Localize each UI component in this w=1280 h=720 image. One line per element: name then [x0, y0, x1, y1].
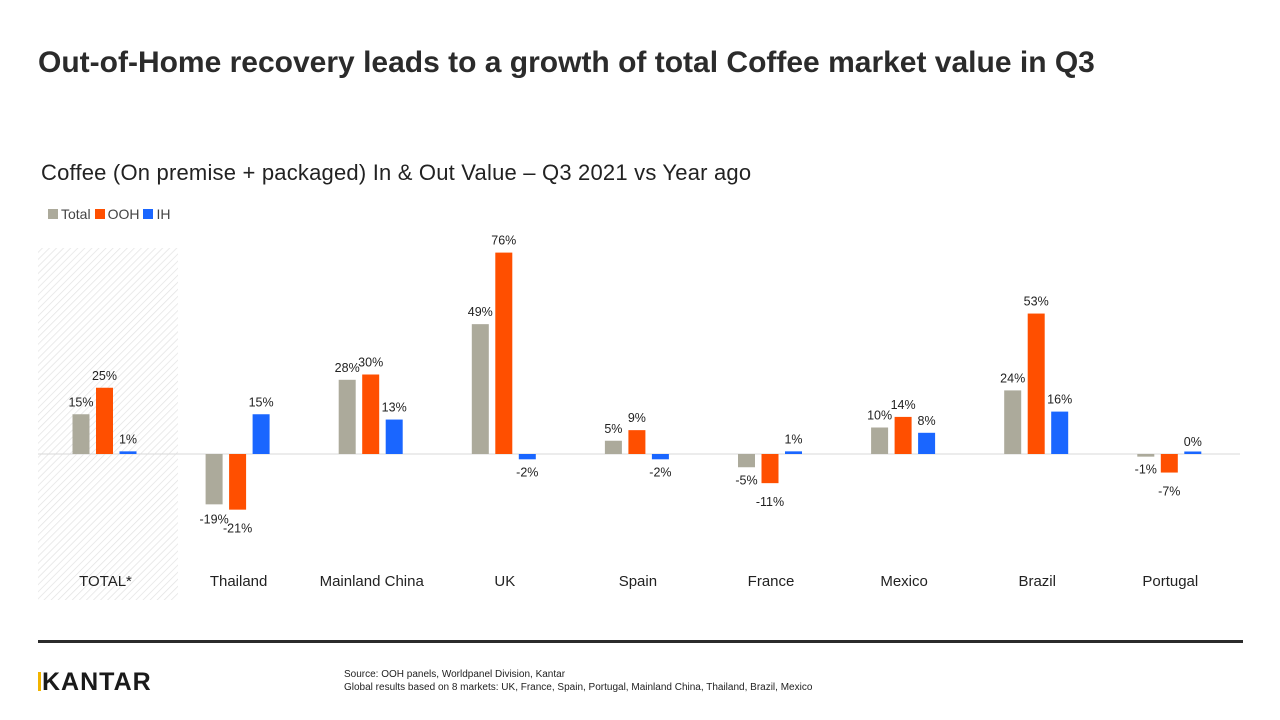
data-label-total-total: 15%	[68, 395, 93, 409]
chart-subtitle: Coffee (On premise + packaged) In & Out …	[41, 160, 752, 185]
bar-total-total	[72, 414, 90, 454]
data-label-ih-brazil: 16%	[1047, 393, 1072, 407]
data-label-ooh-total: 25%	[92, 369, 117, 383]
bar-total-mainland-china	[338, 379, 356, 454]
data-label-ooh-france: -11%	[756, 495, 784, 509]
logo-text: KANTAR	[42, 668, 152, 696]
data-label-ih-portugal: 0%	[1184, 435, 1202, 449]
bar-ooh-brazil	[1027, 313, 1045, 454]
bar-chart: 15% 25% 1% TOTAL* -19%-21% 15% Thailand 28%30% 1…	[38, 234, 1240, 600]
bar-total-spain	[604, 440, 622, 454]
bar-total-portugal	[1137, 454, 1155, 457]
bar-ih-mainland-china	[385, 419, 403, 454]
source-line-1: Source: OOH panels, Worldpanel Division,…	[344, 669, 566, 680]
bar-ih-mexico	[918, 432, 936, 454]
bar-total-uk	[471, 324, 489, 454]
category-label-brazil: Brazil	[1018, 573, 1056, 590]
bar-total-brazil	[1004, 390, 1022, 454]
logo-accent-bar	[38, 672, 41, 691]
category-label-france: France	[748, 573, 795, 590]
data-label-ih-uk: -2%	[516, 465, 538, 479]
data-label-ih-thailand: 15%	[249, 395, 274, 409]
data-label-total-brazil: 24%	[1000, 371, 1025, 385]
data-label-ih-france: 1%	[784, 432, 802, 446]
data-label-ooh-mainland-china: 30%	[358, 356, 383, 370]
data-label-ooh-portugal: -7%	[1158, 485, 1180, 499]
bar-total-thailand	[205, 454, 223, 505]
data-label-ooh-mexico: 14%	[891, 398, 916, 412]
category-label-thailand: Thailand	[210, 573, 268, 590]
bar-ooh-france	[761, 454, 779, 484]
legend-swatch-total	[48, 209, 58, 219]
source-note: Source: OOH panels, Worldpanel Division,…	[344, 668, 812, 694]
legend-label-ooh: OOH	[107, 206, 140, 222]
kantar-logo: KANTAR	[38, 668, 152, 697]
bar-ih-brazil	[1051, 411, 1069, 454]
legend-item-ih: IH	[143, 206, 170, 222]
category-label-mexico: Mexico	[880, 573, 928, 590]
bar-ooh-mainland-china	[362, 374, 380, 454]
data-label-ih-total: 1%	[119, 432, 137, 446]
data-label-total-mainland-china: 28%	[335, 361, 360, 375]
bar-total-france	[738, 454, 755, 468]
data-label-ih-spain: -2%	[649, 465, 671, 479]
legend-item-total: Total	[48, 206, 91, 222]
source-line-2: Global results based on 8 markets: UK, F…	[344, 682, 813, 693]
data-label-total-portugal: -1%	[1135, 463, 1157, 477]
data-label-ooh-brazil: 53%	[1024, 295, 1049, 309]
legend-item-ooh: OOH	[94, 206, 140, 222]
category-label-spain: Spain	[619, 573, 657, 590]
legend-label-ih: IH	[156, 206, 171, 222]
bar-ih-uk	[518, 454, 536, 460]
data-label-ih-mainland-china: 13%	[382, 401, 407, 415]
legend-label-total: Total	[61, 206, 91, 222]
data-label-total-thailand: -19%	[200, 512, 229, 526]
data-label-total-mexico: 10%	[867, 409, 892, 423]
category-label-portugal: Portugal	[1142, 573, 1198, 590]
bar-ih-france	[785, 451, 802, 454]
data-label-total-spain: 5%	[604, 422, 622, 436]
data-label-ooh-spain: 9%	[628, 411, 646, 425]
bar-ooh-total	[96, 387, 113, 454]
page-title: Out-of-Home recovery leads to a growth o…	[38, 46, 1095, 79]
chart-legend: Total OOH IH	[48, 206, 174, 222]
bar-ih-total	[119, 451, 137, 454]
bar-ooh-portugal	[1160, 454, 1178, 473]
legend-swatch-ooh	[94, 209, 105, 219]
data-label-total-france: -5%	[735, 473, 757, 487]
bar-ooh-thailand	[229, 454, 247, 510]
bar-ooh-mexico	[894, 416, 912, 454]
bar-ooh-uk	[495, 252, 513, 454]
data-label-ooh-uk: 76%	[491, 234, 516, 248]
category-label-uk: UK	[494, 573, 515, 590]
bar-total-mexico	[871, 427, 889, 454]
legend-swatch-ih	[143, 209, 154, 219]
bar-ih-thailand	[252, 414, 270, 454]
data-label-ooh-thailand: -21%	[223, 522, 252, 536]
footer-divider	[38, 640, 1243, 643]
bar-ih-spain	[651, 454, 669, 460]
bar-ih-portugal	[1184, 451, 1202, 454]
bar-ooh-spain	[628, 430, 646, 454]
data-label-ih-mexico: 8%	[918, 414, 936, 428]
data-label-total-uk: 49%	[468, 305, 493, 319]
category-label-mainland-china: Mainland China	[320, 573, 425, 590]
category-label-total: TOTAL*	[79, 573, 132, 590]
